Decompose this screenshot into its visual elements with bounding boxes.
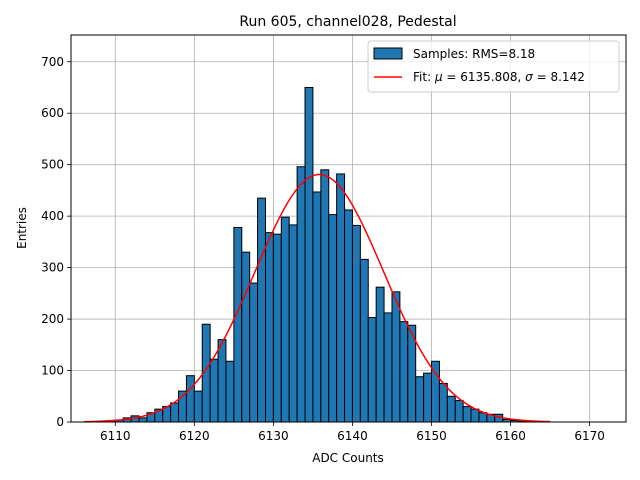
histogram-bar (351, 224, 361, 423)
y-axis-ticks: 0 100 200 300 400 500 600 700 (41, 55, 71, 429)
histogram-bars (91, 86, 527, 423)
histogram-bar (462, 406, 472, 423)
histogram-bar (225, 360, 235, 423)
histogram-bar (217, 339, 227, 423)
histogram-bar (328, 214, 338, 423)
y-tick-label: 600 (41, 106, 64, 120)
grid-lines (71, 35, 626, 423)
histogram-bar (454, 399, 464, 423)
legend-box (367, 40, 620, 93)
histogram-bar (170, 402, 180, 423)
histogram-bar (257, 197, 266, 423)
histogram-bar (320, 169, 330, 423)
histogram-bar (423, 372, 433, 423)
histogram-bar (193, 390, 203, 423)
histogram-bar (375, 286, 385, 423)
histogram-bar (249, 282, 259, 423)
fit-curve (83, 173, 551, 423)
histogram-bar (336, 173, 346, 423)
x-tick-label: 6160 (495, 429, 526, 443)
histogram-bar (446, 395, 456, 423)
plot-frame (70, 34, 627, 423)
histogram-bar (438, 382, 448, 423)
histogram-bar (138, 417, 148, 423)
histogram-bar (264, 232, 274, 423)
x-tick-label: 6150 (416, 429, 447, 443)
y-tick-label: 100 (41, 364, 64, 378)
y-tick-label: 200 (41, 312, 64, 326)
histogram-bar (470, 408, 480, 423)
histogram-bar (185, 375, 195, 423)
histogram-bar (478, 412, 488, 423)
x-tick-label: 6170 (574, 429, 605, 443)
histogram-bar (304, 86, 314, 423)
histogram-bar (288, 224, 298, 423)
y-tick-label: 300 (41, 261, 64, 275)
x-tick-label: 6120 (179, 429, 210, 443)
histogram-bar (272, 233, 282, 423)
histogram-bar (280, 216, 290, 423)
y-tick-label: 700 (41, 55, 64, 69)
legend-samples-label: Samples: RMS=8.18 (413, 47, 535, 61)
histogram-bar (367, 317, 377, 423)
fit-curve-group (83, 173, 551, 423)
x-tick-label: 6140 (337, 429, 368, 443)
legend-fit-label: Fit: μ = 6135.808, σ = 8.142 (413, 70, 585, 84)
y-tick-label: 0 (56, 415, 64, 429)
x-axis-ticks: 6110 6120 6130 6140 6150 6160 6170 (100, 422, 605, 443)
legend: Samples: RMS=8.18 Fit: μ = 6135.808, σ =… (367, 40, 620, 93)
histogram-bar (233, 226, 243, 423)
legend-samples-swatch (373, 47, 403, 60)
chart-title: Run 605, channel028, Pedestal (239, 14, 456, 30)
x-axis-label: ADC Counts (312, 451, 384, 465)
histogram-bar (383, 312, 393, 423)
histogram-bar (359, 258, 369, 423)
histogram-bar (296, 166, 306, 423)
histogram-bar (241, 251, 251, 423)
x-tick-label: 6130 (258, 429, 289, 443)
histogram-bar (391, 291, 401, 423)
histogram-bar (344, 209, 353, 423)
histogram-bar (209, 358, 219, 423)
y-tick-label: 400 (41, 209, 64, 223)
y-tick-label: 500 (41, 158, 64, 172)
histogram-bar (415, 376, 425, 423)
histogram-bar (399, 321, 409, 423)
y-axis-label: Entries (15, 207, 29, 249)
histogram-bar (312, 191, 322, 423)
x-tick-label: 6110 (100, 429, 131, 443)
